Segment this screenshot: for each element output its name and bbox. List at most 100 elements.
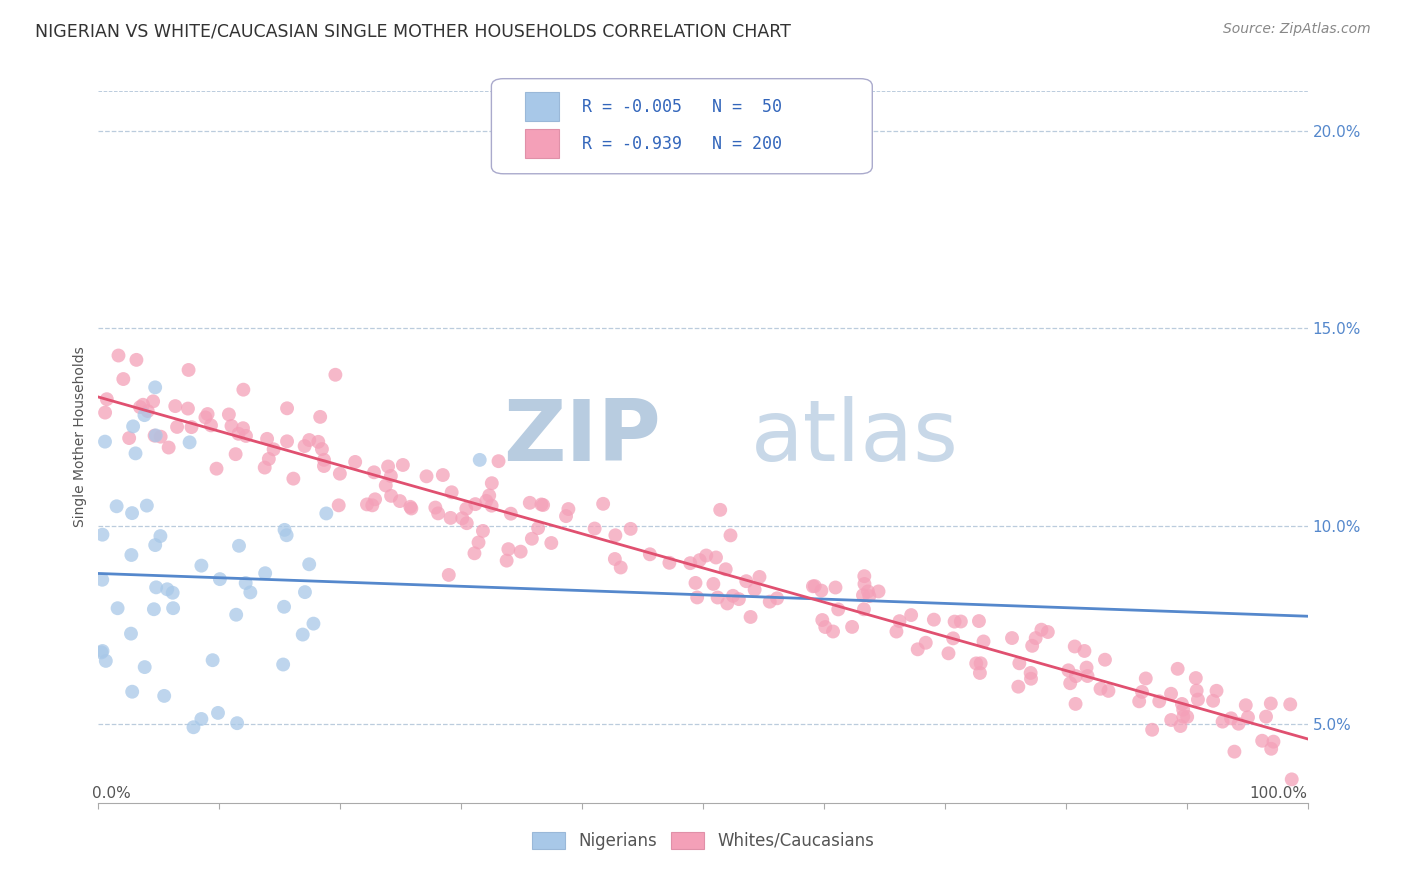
Point bbox=[1160, 713, 1182, 727]
Point bbox=[1097, 684, 1119, 698]
Point bbox=[1064, 669, 1087, 683]
Point bbox=[276, 401, 298, 416]
Point bbox=[1167, 662, 1189, 676]
Point bbox=[1059, 676, 1081, 690]
Point bbox=[938, 646, 960, 660]
Point bbox=[509, 544, 531, 558]
Point bbox=[132, 398, 155, 412]
Point bbox=[1063, 640, 1085, 654]
Point bbox=[766, 591, 789, 606]
Point bbox=[226, 716, 249, 731]
Point bbox=[1281, 772, 1303, 787]
Point bbox=[380, 469, 402, 483]
FancyBboxPatch shape bbox=[492, 78, 872, 174]
Point bbox=[727, 592, 749, 607]
Point bbox=[256, 432, 278, 446]
Point bbox=[1160, 687, 1182, 701]
Point bbox=[540, 536, 562, 550]
Point bbox=[714, 562, 737, 576]
Point bbox=[841, 620, 863, 634]
Point bbox=[118, 431, 141, 445]
Point bbox=[451, 511, 474, 525]
Point bbox=[190, 712, 212, 726]
Point bbox=[1263, 734, 1285, 748]
Point bbox=[302, 616, 325, 631]
Point bbox=[190, 558, 212, 573]
Point bbox=[235, 576, 257, 591]
Point bbox=[415, 469, 437, 483]
Point bbox=[468, 453, 491, 467]
Point bbox=[1064, 697, 1087, 711]
Point bbox=[294, 439, 316, 453]
Point bbox=[689, 553, 711, 567]
Point bbox=[257, 452, 280, 467]
Point bbox=[853, 569, 876, 583]
Point bbox=[298, 558, 321, 572]
Point bbox=[720, 528, 742, 542]
Point bbox=[205, 461, 228, 475]
Point bbox=[183, 720, 205, 734]
Text: atlas: atlas bbox=[751, 395, 959, 479]
Point bbox=[94, 434, 117, 449]
Point bbox=[853, 577, 876, 591]
Point bbox=[856, 584, 879, 599]
Point bbox=[377, 459, 399, 474]
Point bbox=[592, 497, 614, 511]
Point bbox=[949, 615, 972, 629]
Point bbox=[1260, 741, 1282, 756]
Point bbox=[583, 522, 606, 536]
Point bbox=[90, 645, 112, 659]
Point bbox=[1007, 680, 1029, 694]
Point bbox=[143, 380, 166, 394]
Point bbox=[679, 556, 702, 570]
Point bbox=[922, 613, 945, 627]
Point bbox=[1135, 672, 1157, 686]
Point bbox=[356, 497, 378, 511]
Point bbox=[228, 539, 250, 553]
Point bbox=[620, 522, 643, 536]
Point bbox=[273, 599, 295, 614]
Point bbox=[889, 614, 911, 628]
Point bbox=[388, 494, 411, 508]
Text: R = -0.005   N =  50: R = -0.005 N = 50 bbox=[582, 97, 782, 115]
Point bbox=[232, 421, 254, 435]
Point bbox=[142, 602, 165, 616]
Point bbox=[475, 494, 498, 508]
Point bbox=[374, 478, 396, 492]
Point bbox=[1237, 710, 1260, 724]
Point bbox=[309, 409, 332, 424]
Point bbox=[695, 549, 717, 563]
Point bbox=[107, 349, 129, 363]
Point bbox=[437, 568, 460, 582]
Point bbox=[1223, 745, 1246, 759]
Point bbox=[943, 615, 966, 629]
Point bbox=[527, 521, 550, 535]
Point bbox=[499, 507, 522, 521]
Point bbox=[1140, 723, 1163, 737]
Point bbox=[328, 499, 350, 513]
Point bbox=[706, 591, 728, 605]
Point bbox=[1076, 669, 1098, 683]
Point bbox=[401, 501, 423, 516]
Point bbox=[364, 492, 387, 507]
Point bbox=[1185, 671, 1208, 685]
Point bbox=[162, 601, 184, 615]
Point bbox=[498, 542, 520, 557]
Point bbox=[868, 584, 890, 599]
Point bbox=[1128, 694, 1150, 708]
Point bbox=[488, 454, 510, 468]
Point bbox=[531, 498, 554, 512]
Point bbox=[852, 602, 875, 616]
Point bbox=[298, 433, 321, 447]
Point bbox=[312, 453, 335, 467]
Point bbox=[149, 529, 172, 543]
Point bbox=[165, 399, 187, 413]
Point bbox=[156, 582, 179, 597]
Point bbox=[721, 589, 744, 603]
Text: 100.0%: 100.0% bbox=[1250, 786, 1308, 801]
Point bbox=[824, 581, 846, 595]
Point bbox=[179, 435, 201, 450]
Point bbox=[91, 527, 114, 541]
Point bbox=[399, 500, 422, 514]
Point bbox=[969, 665, 991, 680]
